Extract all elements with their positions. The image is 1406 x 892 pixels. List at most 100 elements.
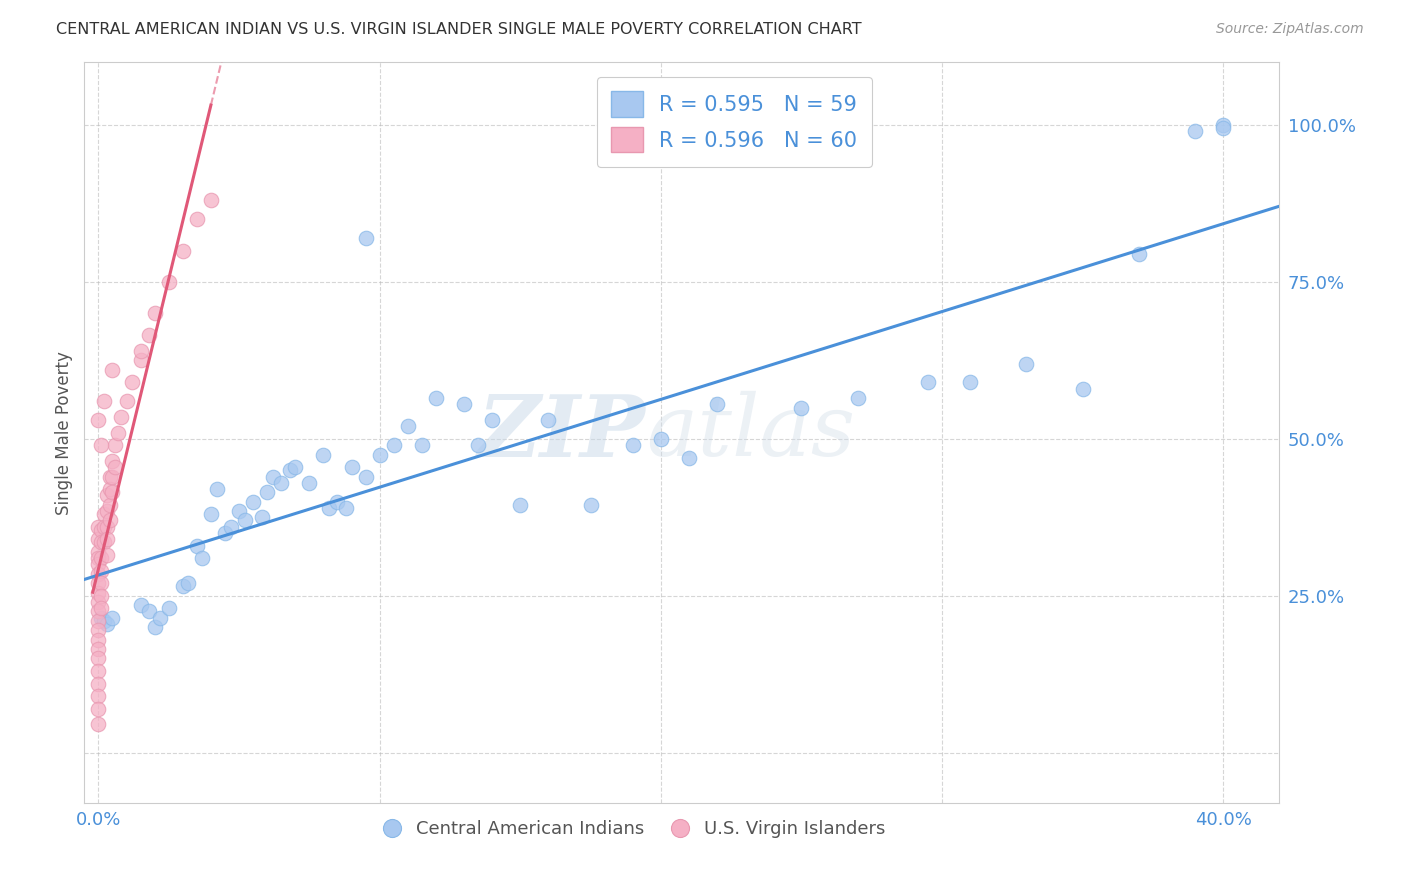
Point: [481, 413, 503, 427]
Point: [101, 454, 124, 468]
Point: [284, 460, 307, 475]
Point: [101, 611, 124, 625]
Point: [104, 438, 127, 452]
Point: [101, 363, 124, 377]
Point: [87, 533, 110, 547]
Point: [87, 614, 110, 628]
Point: [621, 438, 644, 452]
Point: [1128, 247, 1150, 261]
Point: [93, 520, 115, 534]
Point: [157, 601, 180, 615]
Point: [411, 438, 433, 452]
Point: [453, 397, 475, 411]
Point: [101, 469, 124, 483]
Legend: Central American Indians, U.S. Virgin Islanders: Central American Indians, U.S. Virgin Is…: [375, 814, 893, 846]
Point: [121, 376, 143, 390]
Point: [87, 545, 110, 559]
Point: [87, 520, 110, 534]
Point: [143, 620, 166, 634]
Point: [115, 394, 138, 409]
Point: [242, 494, 264, 508]
Point: [87, 558, 110, 572]
Point: [1071, 382, 1094, 396]
Point: [706, 397, 728, 411]
Point: [177, 576, 200, 591]
Point: [138, 328, 160, 343]
Point: [354, 469, 377, 483]
Point: [233, 513, 256, 527]
Point: [425, 391, 447, 405]
Point: [312, 448, 335, 462]
Point: [90, 551, 112, 566]
Point: [96, 488, 118, 502]
Point: [1184, 124, 1206, 138]
Point: [228, 504, 250, 518]
Point: [93, 535, 115, 549]
Point: [87, 566, 110, 581]
Point: [90, 589, 112, 603]
Point: [1212, 121, 1234, 136]
Point: [143, 306, 166, 320]
Point: [326, 494, 349, 508]
Point: [129, 344, 152, 359]
Point: [368, 448, 391, 462]
Point: [340, 460, 363, 475]
Point: [509, 498, 531, 512]
Point: [678, 450, 700, 465]
Point: [87, 413, 110, 427]
Point: [87, 551, 110, 566]
Point: [87, 576, 110, 591]
Point: [129, 353, 152, 368]
Point: [90, 535, 112, 549]
Point: [90, 564, 112, 578]
Point: [270, 475, 292, 490]
Point: [93, 507, 115, 521]
Point: [96, 617, 118, 632]
Point: [262, 469, 284, 483]
Point: [790, 401, 813, 415]
Point: [219, 520, 242, 534]
Point: [382, 438, 405, 452]
Point: [298, 475, 321, 490]
Point: [250, 510, 273, 524]
Point: [396, 419, 419, 434]
Point: [98, 469, 121, 483]
Text: Source: ZipAtlas.com: Source: ZipAtlas.com: [1216, 22, 1364, 37]
Point: [87, 701, 110, 715]
Text: ZIP: ZIP: [478, 391, 647, 475]
Point: [200, 507, 222, 521]
Point: [846, 391, 869, 405]
Point: [101, 485, 124, 500]
Text: CENTRAL AMERICAN INDIAN VS U.S. VIRGIN ISLANDER SINGLE MALE POVERTY CORRELATION : CENTRAL AMERICAN INDIAN VS U.S. VIRGIN I…: [56, 22, 862, 37]
Point: [87, 664, 110, 678]
Point: [87, 717, 110, 731]
Point: [98, 498, 121, 512]
Point: [205, 482, 228, 496]
Point: [98, 482, 121, 496]
Point: [96, 520, 118, 534]
Point: [537, 413, 560, 427]
Point: [90, 576, 112, 591]
Point: [172, 579, 194, 593]
Point: [87, 676, 110, 690]
Point: [87, 585, 110, 599]
Point: [149, 611, 172, 625]
Point: [107, 425, 129, 440]
Point: [87, 624, 110, 638]
Point: [1212, 118, 1234, 132]
Point: [917, 376, 939, 390]
Point: [214, 526, 236, 541]
Point: [96, 504, 118, 518]
Point: [467, 438, 489, 452]
Point: [87, 632, 110, 647]
Point: [87, 651, 110, 665]
Point: [129, 598, 152, 612]
Point: [98, 513, 121, 527]
Point: [172, 244, 194, 258]
Point: [579, 498, 602, 512]
Point: [87, 595, 110, 609]
Point: [87, 689, 110, 703]
Point: [1015, 357, 1038, 371]
Point: [200, 194, 222, 208]
Point: [87, 642, 110, 657]
